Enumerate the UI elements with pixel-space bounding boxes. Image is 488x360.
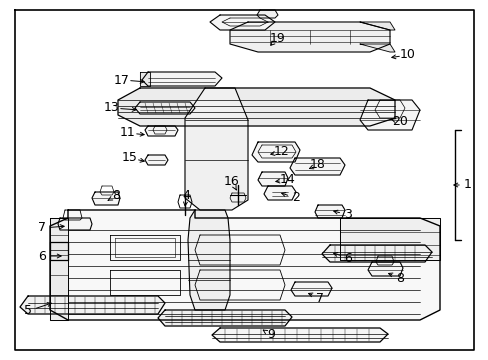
Polygon shape xyxy=(145,126,178,136)
Polygon shape xyxy=(142,72,222,86)
Polygon shape xyxy=(359,22,394,30)
Text: 19: 19 xyxy=(269,31,285,45)
Polygon shape xyxy=(367,262,402,276)
Polygon shape xyxy=(58,218,92,230)
Polygon shape xyxy=(289,158,345,175)
Text: 11: 11 xyxy=(120,126,136,139)
Polygon shape xyxy=(135,102,195,114)
Text: 8: 8 xyxy=(112,189,120,202)
Text: 16: 16 xyxy=(224,175,240,189)
Text: 2: 2 xyxy=(291,192,299,204)
Text: 20: 20 xyxy=(391,116,407,129)
Polygon shape xyxy=(158,310,291,326)
Polygon shape xyxy=(359,100,419,130)
Polygon shape xyxy=(50,218,68,320)
Text: 9: 9 xyxy=(266,328,274,342)
Text: 18: 18 xyxy=(309,158,325,171)
Polygon shape xyxy=(257,10,278,18)
Text: 10: 10 xyxy=(399,49,415,62)
Text: 13: 13 xyxy=(104,102,120,114)
Text: 5: 5 xyxy=(24,305,32,318)
Polygon shape xyxy=(209,15,274,30)
Text: 3: 3 xyxy=(344,208,351,221)
Text: 6: 6 xyxy=(344,252,351,265)
Polygon shape xyxy=(140,72,150,86)
Polygon shape xyxy=(229,22,389,52)
Polygon shape xyxy=(212,328,387,342)
Text: 14: 14 xyxy=(280,174,295,186)
Polygon shape xyxy=(50,210,439,320)
Polygon shape xyxy=(20,296,164,314)
Text: 7: 7 xyxy=(315,292,324,305)
Text: 4: 4 xyxy=(182,189,189,202)
Text: 8: 8 xyxy=(395,271,403,284)
Polygon shape xyxy=(321,245,431,262)
Polygon shape xyxy=(314,205,345,218)
Polygon shape xyxy=(184,88,247,210)
Polygon shape xyxy=(290,282,331,296)
Polygon shape xyxy=(187,210,229,310)
Polygon shape xyxy=(50,242,68,260)
Text: 6: 6 xyxy=(38,249,46,262)
Polygon shape xyxy=(145,155,168,165)
Text: 17: 17 xyxy=(114,73,130,86)
Polygon shape xyxy=(92,192,120,205)
Polygon shape xyxy=(258,172,287,186)
Polygon shape xyxy=(264,186,295,200)
Text: 7: 7 xyxy=(38,221,46,234)
Polygon shape xyxy=(339,218,439,260)
Polygon shape xyxy=(118,88,394,126)
Polygon shape xyxy=(359,44,394,52)
Text: 15: 15 xyxy=(122,152,138,165)
Text: 12: 12 xyxy=(274,145,289,158)
Polygon shape xyxy=(251,142,299,162)
Text: 1: 1 xyxy=(463,179,471,192)
